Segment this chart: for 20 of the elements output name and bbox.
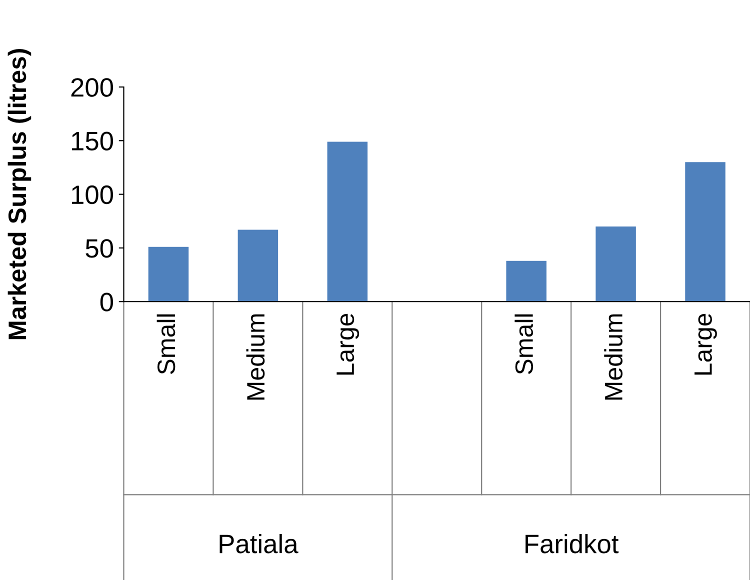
bar: [596, 226, 636, 302]
y-tick-label: 200: [71, 78, 113, 97]
x-tick-label: Small: [156, 314, 176, 374]
bar: [327, 142, 368, 302]
y-tick-label: 150: [72, 132, 113, 150]
x-tick-label: Medium: [604, 314, 623, 400]
x-tick-label: Small: [514, 314, 534, 374]
bar: [238, 230, 278, 302]
text: Patiala: [220, 534, 298, 554]
bar: [506, 260, 546, 302]
bar: [685, 162, 726, 302]
x-tick-label: Large: [336, 314, 360, 375]
text: Faridkot: [526, 534, 619, 554]
y-axis-title: Marketed Surplus (litres): [8, 48, 32, 340]
y-tick-label: 0: [100, 292, 113, 312]
y-tick-label: 100: [72, 185, 113, 204]
bar: [148, 246, 189, 302]
x-tick-label: Medium: [246, 314, 265, 400]
y-tick-label: 50: [86, 239, 113, 258]
x-tick-label: Large: [694, 314, 717, 375]
